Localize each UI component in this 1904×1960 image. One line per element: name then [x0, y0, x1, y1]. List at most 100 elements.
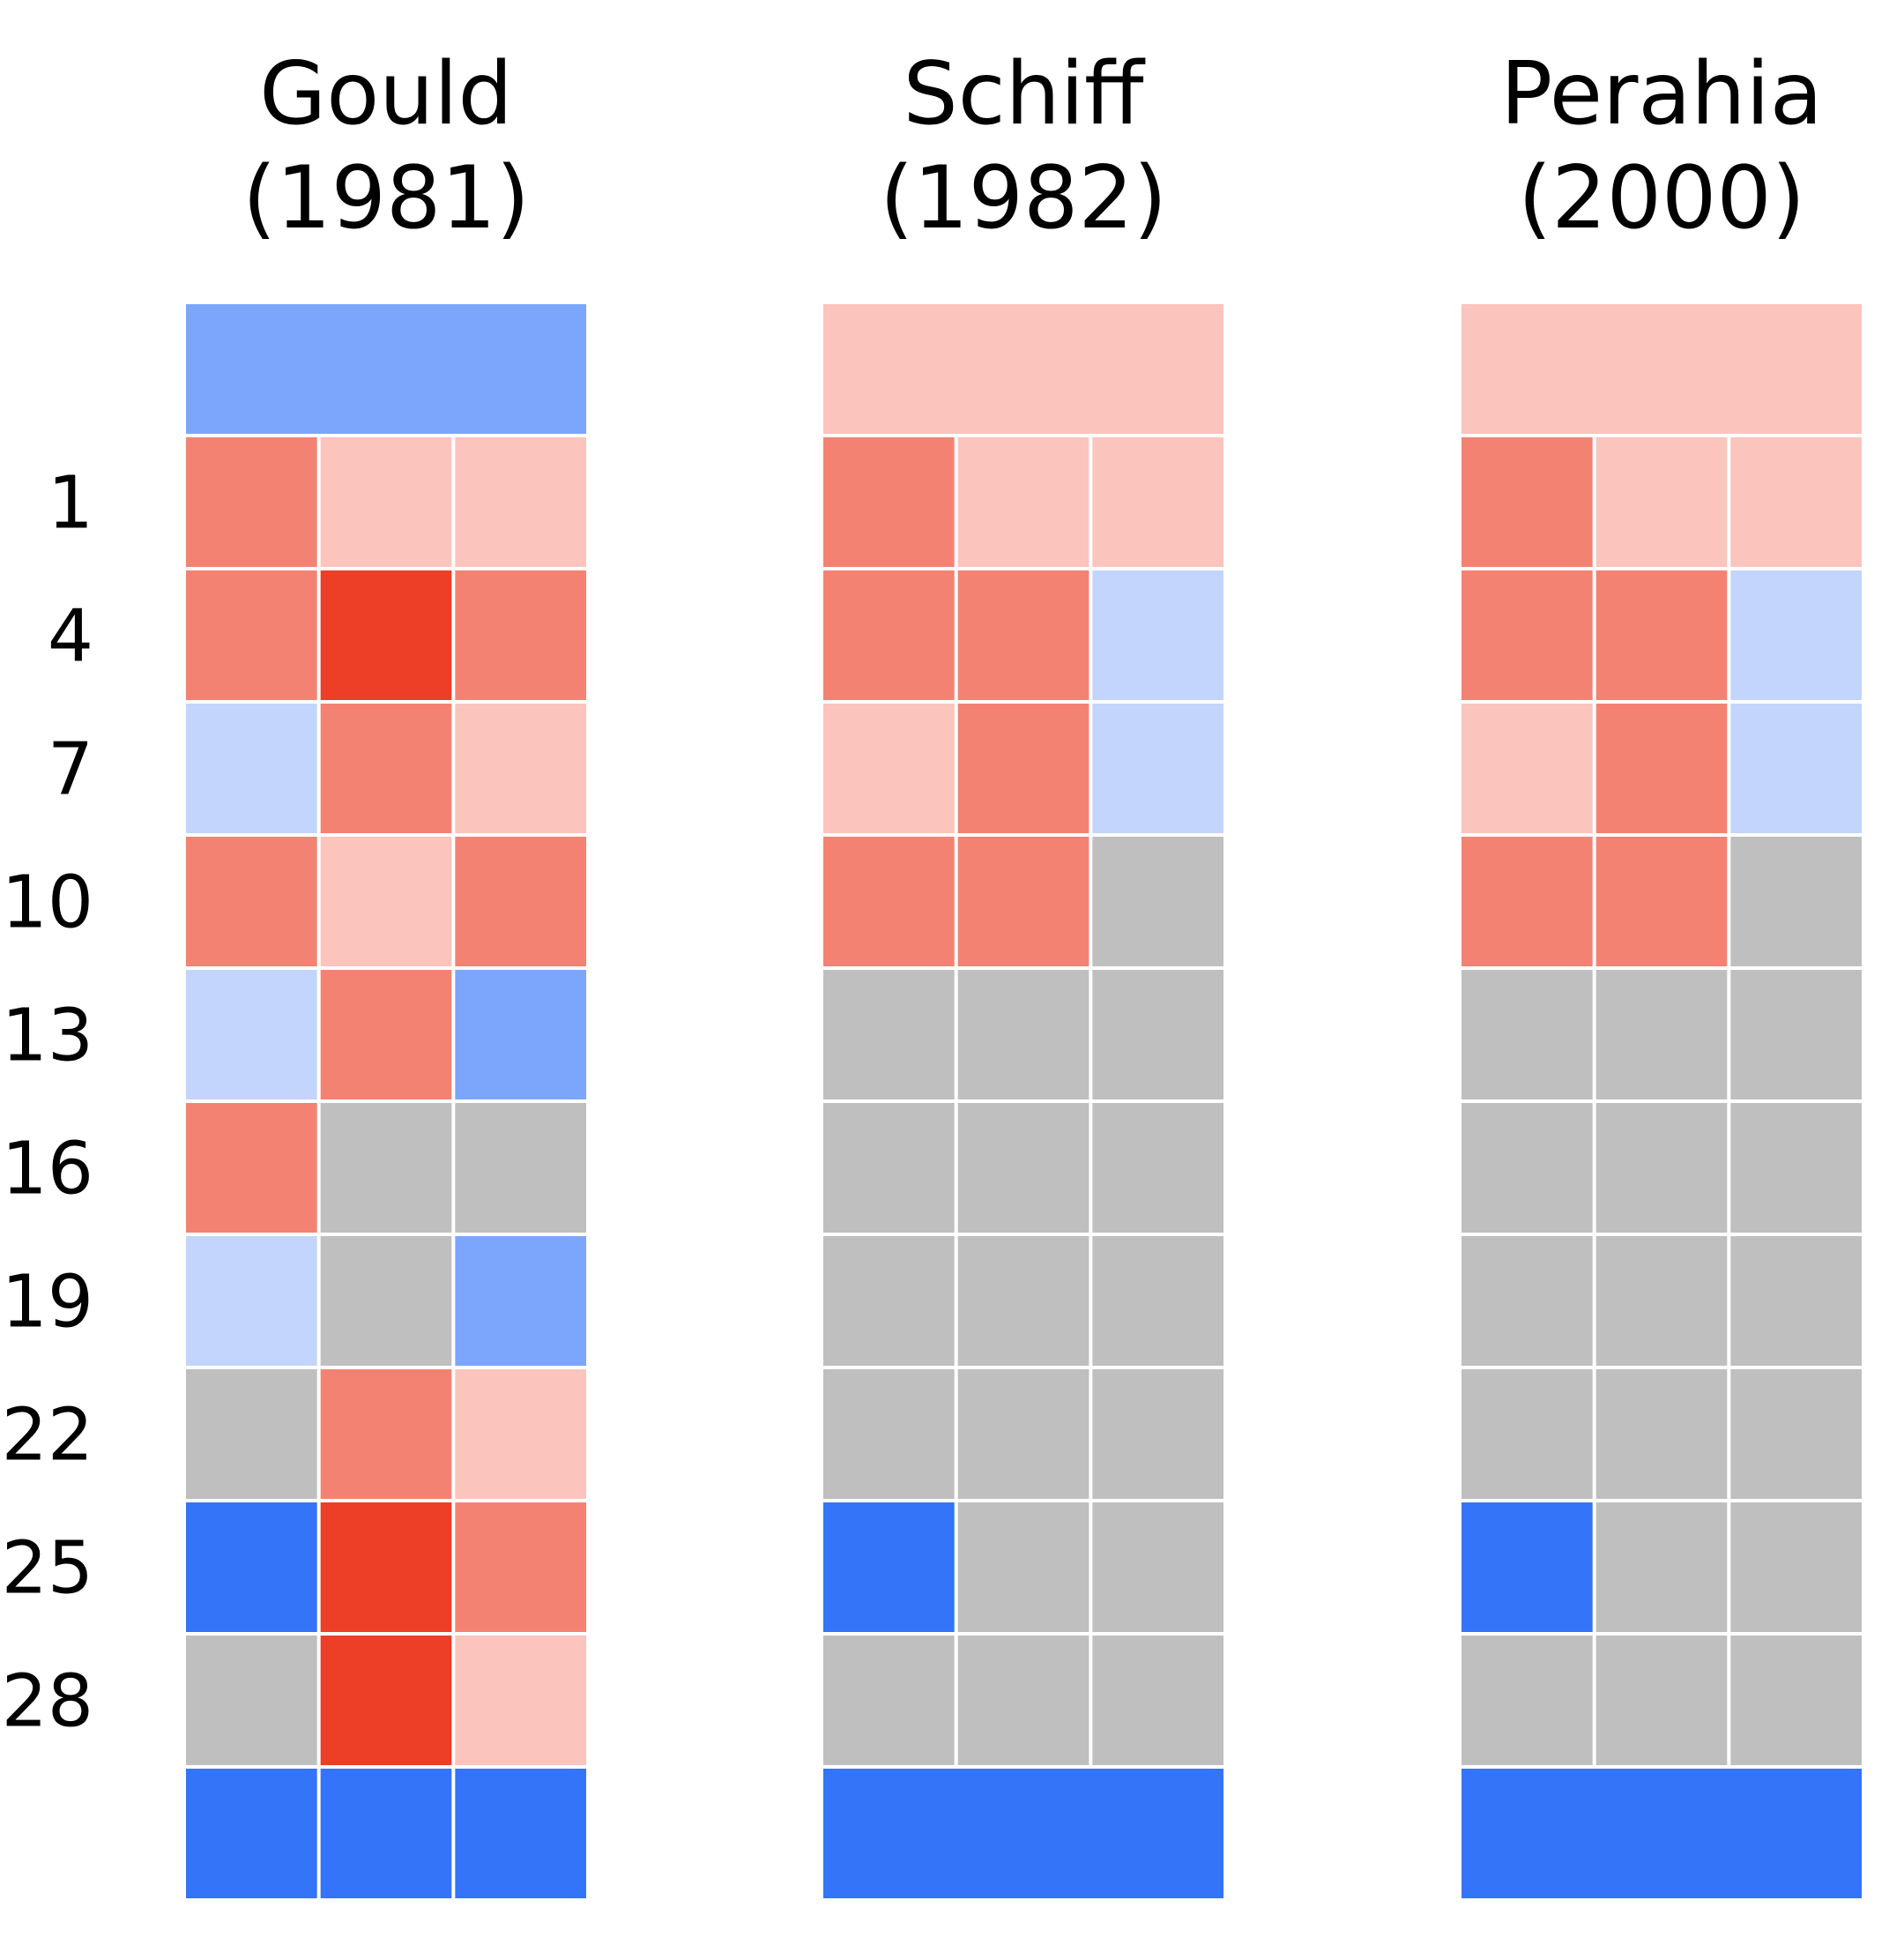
heatmap-cell	[823, 1769, 1223, 1898]
row-labels: 1 4 7 10 13 16 19 22 25 28	[2, 462, 93, 1744]
heatmap-cell	[455, 1502, 586, 1632]
heatmap-cell	[1595, 437, 1728, 567]
panel-title-2: Perahia(2000)	[1500, 44, 1823, 249]
heatmap-cell	[957, 837, 1090, 966]
heatmap-cell	[1092, 437, 1223, 567]
heatmap-cell	[957, 704, 1090, 833]
heatmap-cell	[455, 970, 586, 1099]
heatmap-cell	[823, 304, 1223, 434]
heatmap-cell	[1461, 1636, 1593, 1765]
heatmap-cell	[957, 1502, 1090, 1632]
heatmap-cell	[455, 704, 586, 833]
panel-title-name: Schiff	[904, 44, 1146, 145]
panel-cells-0	[186, 304, 586, 1898]
heatmap-cell	[957, 970, 1090, 1099]
heatmap-cell	[320, 570, 452, 700]
row-label: 1	[48, 462, 93, 546]
heatmap-cell	[1092, 970, 1223, 1099]
row-label: 19	[2, 1261, 93, 1345]
panel-title-year: (1982)	[880, 148, 1167, 249]
heatmap-cell	[320, 704, 452, 833]
heatmap-cells	[186, 304, 1862, 1898]
panel-title-name: Perahia	[1500, 44, 1823, 145]
heatmap-cell	[823, 970, 955, 1099]
heatmap-cell	[1461, 1236, 1593, 1366]
heatmap-cell	[1461, 437, 1593, 567]
heatmap-cell	[823, 1502, 955, 1632]
heatmap-cell	[455, 837, 586, 966]
heatmap-cell	[186, 304, 586, 434]
panel-title-0: Gould(1981)	[242, 44, 530, 249]
heatmap-cell	[1595, 837, 1728, 966]
heatmap-cell	[1730, 437, 1862, 567]
heatmap-cell	[320, 1636, 452, 1765]
heatmap-cell	[186, 1769, 317, 1898]
heatmap-cell	[1730, 570, 1862, 700]
heatmap-cell	[1092, 1369, 1223, 1499]
heatmap-cell	[455, 1369, 586, 1499]
heatmap-cell	[455, 1769, 586, 1898]
heatmap-cell	[1595, 570, 1728, 700]
heatmap-cell	[957, 437, 1090, 567]
heatmap-cell	[186, 570, 317, 700]
heatmap-cell	[1730, 1103, 1862, 1233]
heatmap-cell	[1092, 1502, 1223, 1632]
heatmap-cell	[1595, 704, 1728, 833]
heatmap-cell	[1092, 570, 1223, 700]
heatmap-cell	[186, 704, 317, 833]
heatmap-cell	[186, 1636, 317, 1765]
heatmap-cell	[823, 570, 955, 700]
row-label: 7	[48, 728, 93, 812]
heatmap-cell	[1461, 304, 1862, 434]
heatmap-cell	[1461, 1369, 1593, 1499]
row-label: 4	[48, 595, 93, 679]
heatmap-cell	[957, 570, 1090, 700]
row-label: 13	[2, 995, 93, 1078]
heatmap-cell	[320, 1236, 452, 1366]
heatmap-cell	[823, 1636, 955, 1765]
heatmap-cell	[1595, 1236, 1728, 1366]
heatmap-cell	[1595, 970, 1728, 1099]
heatmap-cell	[320, 1502, 452, 1632]
heatmap-cell	[186, 437, 317, 567]
panel-titles: Gould(1981) Schiff(1982) Perahia(2000)	[242, 44, 1823, 249]
heatmap-cell	[455, 570, 586, 700]
heatmap-cell	[1595, 1502, 1728, 1632]
row-label: 16	[2, 1128, 93, 1211]
heatmap-cell	[320, 1369, 452, 1499]
heatmap-cell	[320, 837, 452, 966]
heatmap-cell	[1092, 1103, 1223, 1233]
heatmap-cell	[1595, 1369, 1728, 1499]
row-label: 28	[2, 1660, 93, 1744]
heatmap-cell	[1461, 837, 1593, 966]
heatmap-cell	[455, 437, 586, 567]
heatmap-cell	[186, 1236, 317, 1366]
heatmap-cell	[1595, 1636, 1728, 1765]
heatmap-cell	[455, 1636, 586, 1765]
panel-title-name: Gould	[259, 44, 512, 145]
heatmap-cell	[957, 1103, 1090, 1233]
panel-title-year: (1981)	[242, 148, 530, 249]
panel-title-1: Schiff(1982)	[880, 44, 1167, 249]
heatmap-cell	[1092, 704, 1223, 833]
heatmap-cell	[186, 1103, 317, 1233]
heatmap-cell	[1461, 970, 1593, 1099]
heatmap-cell	[1092, 1236, 1223, 1366]
heatmap-cell	[1092, 1636, 1223, 1765]
row-label: 10	[2, 861, 93, 945]
heatmap-cell	[1730, 970, 1862, 1099]
heatmap-cell	[455, 1103, 586, 1233]
heatmap-cell	[823, 704, 955, 833]
heatmap-cell	[186, 970, 317, 1099]
heatmap-cell	[957, 1636, 1090, 1765]
heatmap-cell	[320, 1769, 452, 1898]
heatmap-cell	[320, 1103, 452, 1233]
heatmap-cell	[1595, 1103, 1728, 1233]
heatmap-cell	[823, 837, 955, 966]
heatmap-cell	[957, 1236, 1090, 1366]
heatmap-cell	[455, 1236, 586, 1366]
heatmap-cell	[823, 1236, 955, 1366]
heatmap-cell	[823, 1369, 955, 1499]
heatmap-cell	[823, 437, 955, 567]
